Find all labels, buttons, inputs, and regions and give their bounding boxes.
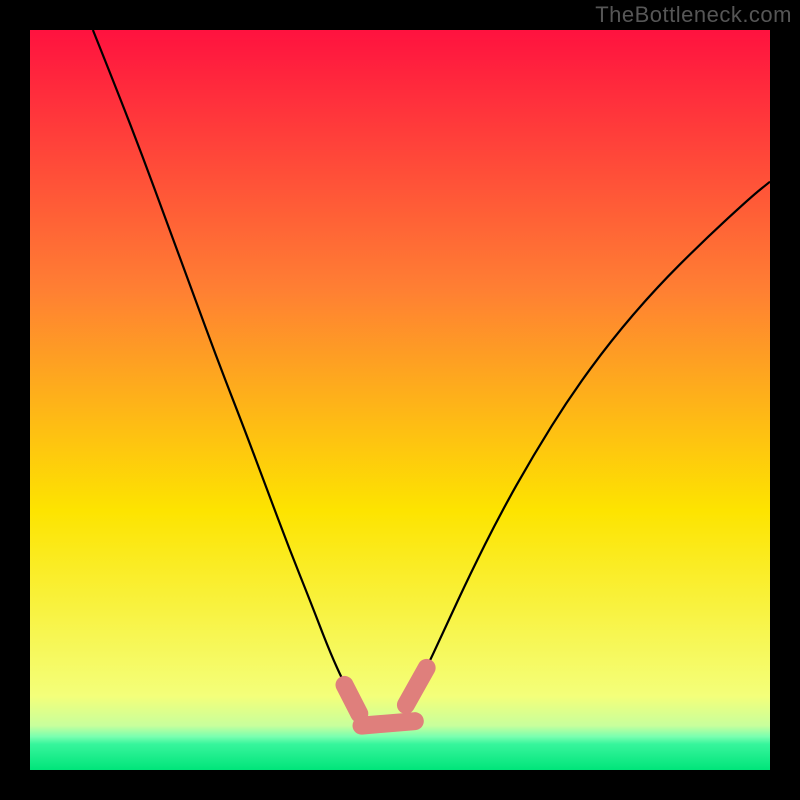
pill-marker-1 <box>362 721 415 725</box>
pill-marker-2 <box>406 668 427 705</box>
curves-svg <box>30 30 770 770</box>
watermark-label: TheBottleneck.com <box>595 2 792 28</box>
curve-left <box>93 30 354 700</box>
pill-marker-0 <box>345 685 360 714</box>
curve-right <box>409 182 770 701</box>
pill-marker-group <box>345 668 427 726</box>
chart-plot-area <box>30 30 770 770</box>
